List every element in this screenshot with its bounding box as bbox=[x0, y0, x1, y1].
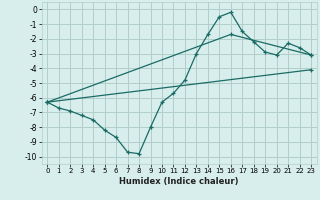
X-axis label: Humidex (Indice chaleur): Humidex (Indice chaleur) bbox=[119, 177, 239, 186]
